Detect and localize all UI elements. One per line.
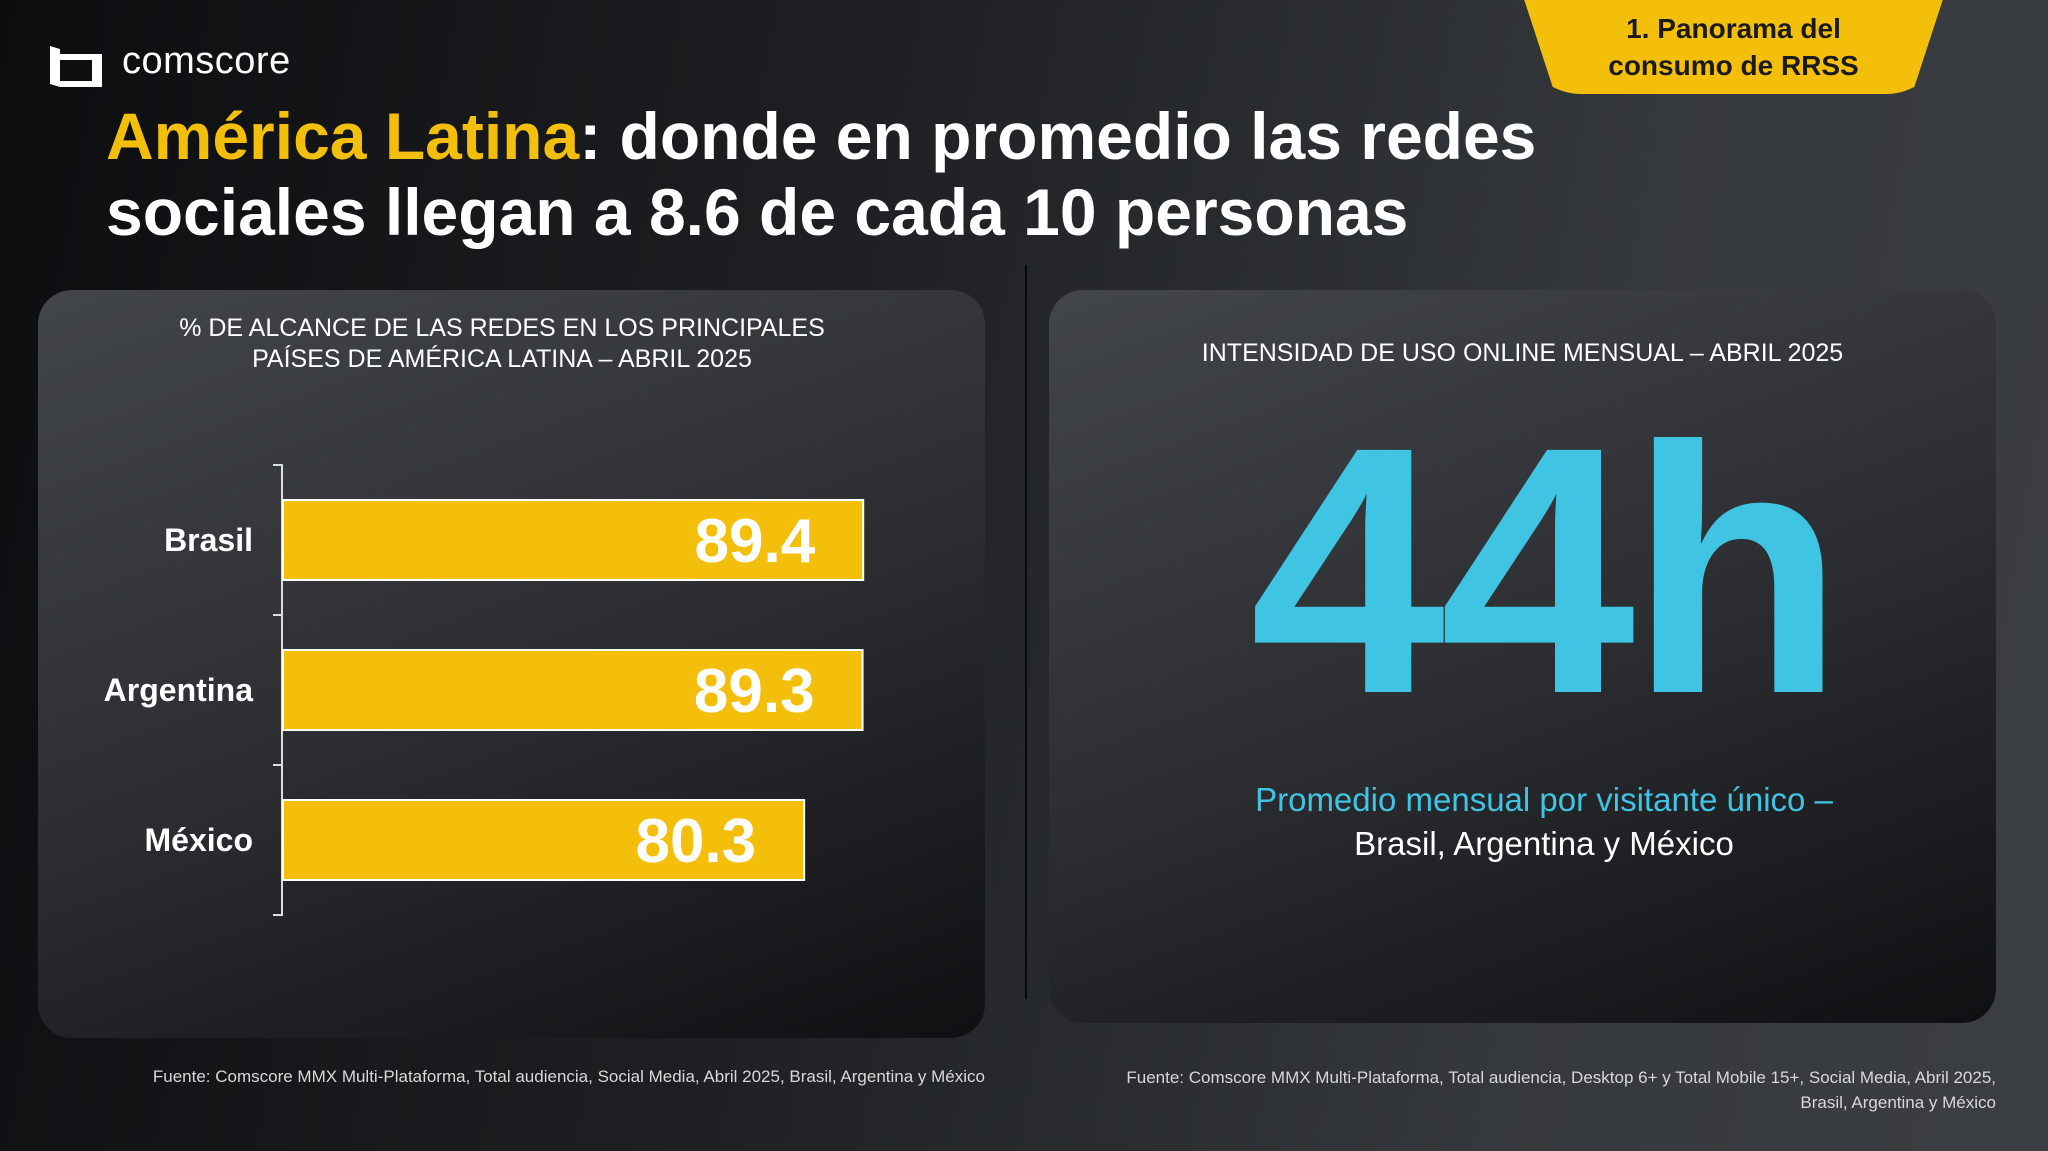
brand-name: comscore <box>122 40 291 82</box>
bar <box>282 499 865 581</box>
usage-countries: Brasil, Argentina y México <box>1354 825 1734 862</box>
reach-bar-chart: 89.4 Brasil 89.3 Argentina 80.3 México <box>104 464 865 916</box>
comscore-logo-icon <box>50 46 102 87</box>
page-title: América Latina: donde en promedio las re… <box>106 98 1536 250</box>
usage-title: INTENSIDAD DE USO ONLINE MENSUAL – ABRIL… <box>1201 339 1844 367</box>
bar <box>282 649 864 731</box>
category-label: Argentina <box>104 672 254 708</box>
chart-title: % DE ALCANCE DE LAS REDES EN LOS PRINCIP… <box>38 313 966 375</box>
title-highlight: América Latina <box>106 99 580 173</box>
chart-title-line1: % DE ALCANCE DE LAS REDES EN LOS PRINCIP… <box>179 314 825 342</box>
section-badge-text: 1. Panorama del consumo de RRSS <box>1521 10 1946 84</box>
section-badge <box>1521 0 1946 94</box>
bar <box>282 799 806 881</box>
bar-value-label: 89.4 <box>695 507 816 576</box>
badge-line1: 1. Panorama del <box>1626 13 1841 44</box>
usage-intensity-panel <box>1049 290 1996 1023</box>
title-line2: sociales llegan a 8.6 de cada 10 persona… <box>106 175 1409 249</box>
bar-value-label: 89.3 <box>694 657 815 726</box>
monthly-hours-value: 44h <box>1249 373 1845 767</box>
left-source-note: Fuente: Comscore MMX Multi-Plataforma, T… <box>152 1067 985 1086</box>
right-source-line2: Brasil, Argentina y México <box>1800 1093 1996 1112</box>
right-source-line1: Fuente: Comscore MMX Multi-Plataforma, T… <box>1126 1068 1996 1087</box>
usage-subtitle: Promedio mensual por visitante único – <box>1255 781 1833 818</box>
divider <box>1025 265 1027 999</box>
bar-value-label: 80.3 <box>635 807 756 876</box>
badge-line2: consumo de RRSS <box>1608 50 1859 81</box>
right-source-note: Fuente: Comscore MMX Multi-Plataforma, T… <box>1126 1065 1996 1115</box>
category-label: México <box>145 822 253 858</box>
title-rest: : donde en promedio las redes <box>579 99 1537 173</box>
category-label: Brasil <box>164 522 253 558</box>
chart-title-line2: PAÍSES DE AMÉRICA LATINA – ABRIL 2025 <box>252 345 752 373</box>
